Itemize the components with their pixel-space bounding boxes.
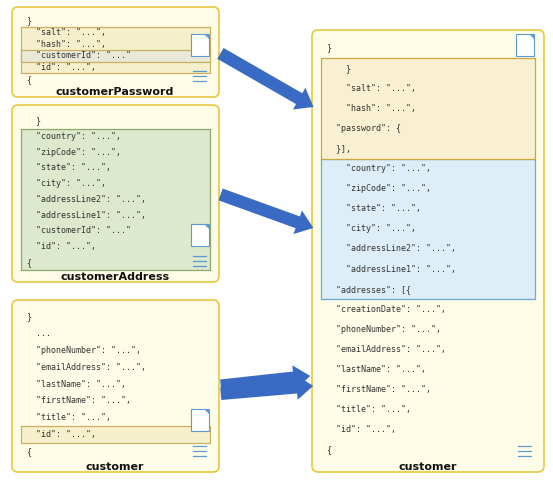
Text: customer: customer	[399, 462, 457, 472]
Text: "addressLine1": "...",: "addressLine1": "...",	[326, 264, 456, 274]
Polygon shape	[204, 34, 209, 39]
Text: {: {	[26, 257, 31, 267]
Text: {: {	[26, 75, 31, 84]
Text: "state": "...",: "state": "...",	[326, 204, 421, 213]
Text: "password": {: "password": {	[326, 124, 401, 133]
Text: "emailAddress": "...",: "emailAddress": "...",	[26, 363, 146, 372]
Text: "country": "...",: "country": "...",	[326, 164, 431, 173]
Text: "phoneNumber": "...",: "phoneNumber": "...",	[326, 325, 441, 334]
Text: "id": "...",: "id": "...",	[26, 63, 96, 72]
Text: "id": "...",: "id": "...",	[26, 430, 96, 439]
Text: "addresses": [{: "addresses": [{	[326, 285, 411, 294]
Text: }: }	[326, 63, 351, 72]
Polygon shape	[204, 409, 209, 414]
Text: "phoneNumber": "...",: "phoneNumber": "...",	[26, 346, 141, 355]
Text: "id": "...",: "id": "...",	[326, 426, 396, 434]
Text: }: }	[26, 312, 31, 321]
Text: "hash": "...",: "hash": "...",	[26, 40, 106, 49]
Text: "id": "...",: "id": "...",	[26, 242, 96, 251]
Text: "country": "...",: "country": "...",	[26, 132, 121, 141]
Bar	[321, 159, 535, 299]
Text: }: }	[26, 117, 41, 125]
Polygon shape	[529, 34, 534, 39]
Text: ...: ...	[26, 329, 51, 338]
Bar	[21, 128, 210, 270]
Text: "addressLine1": "...",: "addressLine1": "...",	[26, 210, 146, 220]
Text: {: {	[326, 445, 331, 454]
Text: "emailAddress": "...",: "emailAddress": "...",	[326, 345, 446, 354]
Text: "state": "...",: "state": "...",	[26, 164, 111, 173]
Text: "title": "...",: "title": "...",	[326, 405, 411, 414]
FancyBboxPatch shape	[12, 7, 219, 97]
Text: "zipCode": "...",: "zipCode": "...",	[26, 148, 121, 157]
Text: {: {	[26, 447, 31, 456]
Text: "salt": "...",: "salt": "...",	[26, 28, 106, 37]
Bar	[516, 34, 534, 56]
Text: "firstName": "...",: "firstName": "...",	[326, 385, 431, 394]
Text: customer: customer	[86, 462, 144, 472]
Text: "hash": "...",: "hash": "...",	[326, 104, 416, 113]
FancyBboxPatch shape	[12, 300, 219, 472]
FancyBboxPatch shape	[12, 105, 219, 282]
Text: "customerId": "...": "customerId": "..."	[26, 51, 131, 61]
Bar	[21, 50, 210, 62]
FancyBboxPatch shape	[312, 30, 544, 472]
Text: customerPassword: customerPassword	[56, 87, 174, 97]
Bar	[321, 58, 535, 159]
Text: }],: }],	[326, 144, 351, 153]
Bar	[191, 224, 209, 246]
Text: }: }	[26, 16, 31, 25]
Text: "title": "...",: "title": "...",	[26, 413, 111, 422]
Text: "customerId": "...": "customerId": "..."	[26, 226, 131, 235]
Text: "salt": "...",: "salt": "...",	[326, 84, 416, 93]
Text: customerAddress: customerAddress	[60, 272, 170, 282]
Text: "zipCode": "...",: "zipCode": "...",	[326, 184, 431, 193]
Text: "firstName": "...",: "firstName": "...",	[26, 396, 131, 405]
Text: }: }	[326, 44, 331, 53]
Bar	[21, 426, 210, 443]
Text: "addressLine2": "...",: "addressLine2": "...",	[26, 195, 146, 204]
Polygon shape	[204, 224, 209, 229]
Text: "creationDate": "...",: "creationDate": "...",	[326, 305, 446, 314]
Text: "lastName": "...",: "lastName": "...",	[26, 379, 126, 388]
Text: "city": "...",: "city": "...",	[326, 224, 416, 234]
Text: "city": "...",: "city": "...",	[26, 179, 106, 188]
Bar	[191, 409, 209, 431]
Text: "lastName": "...",: "lastName": "...",	[326, 365, 426, 374]
Bar	[21, 27, 210, 73]
Text: "addressLine2": "...",: "addressLine2": "...",	[326, 245, 456, 253]
Bar	[191, 34, 209, 56]
